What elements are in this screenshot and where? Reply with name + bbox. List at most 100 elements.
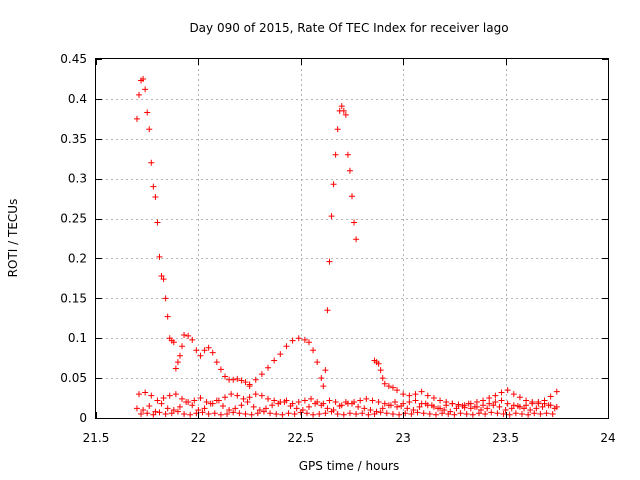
data-point [473, 403, 480, 410]
data-point [189, 336, 196, 343]
data-point [152, 194, 159, 201]
data-point [252, 376, 259, 383]
data-point [246, 394, 253, 401]
data-point [463, 411, 470, 418]
y-tick-label: 0.25 [60, 212, 87, 226]
series-group [246, 103, 358, 390]
data-point [250, 403, 257, 410]
data-point [179, 343, 186, 350]
data-point [136, 91, 143, 98]
data-point [142, 86, 149, 93]
data-point [443, 402, 450, 409]
data-point [172, 365, 179, 372]
data-point [297, 409, 304, 416]
data-point [181, 332, 188, 339]
data-point [553, 403, 560, 410]
data-point [504, 387, 511, 394]
data-point [346, 410, 353, 417]
data-point [217, 366, 224, 373]
data-point [283, 397, 290, 404]
data-point [277, 351, 284, 358]
data-point [258, 371, 265, 378]
data-point [176, 403, 183, 410]
data-point [445, 411, 452, 418]
data-point [486, 395, 493, 402]
data-point [439, 410, 446, 417]
x-tick-label: 21.5 [83, 431, 110, 445]
grid-layer [96, 59, 608, 418]
y-tick-label: 0.1 [68, 331, 87, 345]
data-point [414, 409, 421, 416]
data-point [293, 405, 300, 412]
data-point [340, 107, 347, 114]
data-point [154, 397, 161, 404]
data-point [506, 411, 513, 418]
x-tick-label: 23.5 [492, 431, 519, 445]
data-point [389, 384, 396, 391]
data-point [166, 392, 173, 399]
data-point [418, 388, 425, 395]
data-point [277, 399, 284, 406]
data-point [510, 402, 517, 409]
data-point [158, 272, 165, 279]
data-point [365, 411, 372, 418]
data-point [238, 377, 245, 384]
data-point [344, 151, 351, 158]
data-point [199, 409, 206, 416]
data-point [242, 379, 249, 386]
data-point [394, 387, 401, 394]
data-point [226, 407, 233, 414]
data-point [441, 407, 448, 414]
data-point [359, 410, 366, 417]
data-point [375, 360, 382, 367]
data-point [533, 405, 540, 412]
data-point [215, 397, 222, 404]
data-point [342, 111, 349, 118]
y-tick-label: 0 [79, 411, 87, 425]
data-point [234, 392, 241, 399]
data-point [164, 405, 171, 412]
data-point [547, 393, 554, 400]
data-point [146, 403, 153, 410]
x-axis-tick-labels: 21.5 22 22.5 23 23.5 24 [83, 431, 616, 445]
data-point [363, 395, 370, 402]
data-point [549, 411, 556, 418]
y-tick-label: 0.15 [60, 291, 87, 305]
data-point [346, 167, 353, 174]
data-point [189, 402, 196, 409]
data-point [205, 344, 212, 351]
data-point [543, 410, 550, 417]
series-group [136, 389, 560, 412]
x-tick-label: 22.5 [287, 431, 314, 445]
data-point [338, 103, 345, 110]
data-point [410, 407, 417, 414]
data-point [408, 411, 415, 418]
data-point [392, 399, 399, 406]
data-point [451, 411, 458, 418]
data-point [461, 404, 468, 411]
data-point [381, 400, 388, 407]
y-tick-label: 0.35 [60, 132, 87, 146]
data-point [375, 399, 382, 406]
data-point [430, 395, 437, 402]
data-point [305, 403, 312, 410]
data-point [230, 409, 237, 416]
data-point [222, 394, 229, 401]
data-point [244, 399, 251, 406]
data-point [377, 367, 384, 374]
data-point [279, 411, 286, 418]
data-point [508, 405, 515, 412]
data-point [367, 407, 374, 414]
data-point [174, 359, 181, 366]
data-point [265, 395, 272, 402]
data-point [424, 402, 431, 409]
data-point [170, 339, 177, 346]
data-point [547, 402, 554, 409]
data-point [289, 400, 296, 407]
data-point [181, 411, 188, 418]
data-point [310, 411, 317, 418]
y-tick-label: 0.2 [68, 251, 87, 265]
data-point [521, 405, 528, 412]
data-point [160, 395, 167, 402]
